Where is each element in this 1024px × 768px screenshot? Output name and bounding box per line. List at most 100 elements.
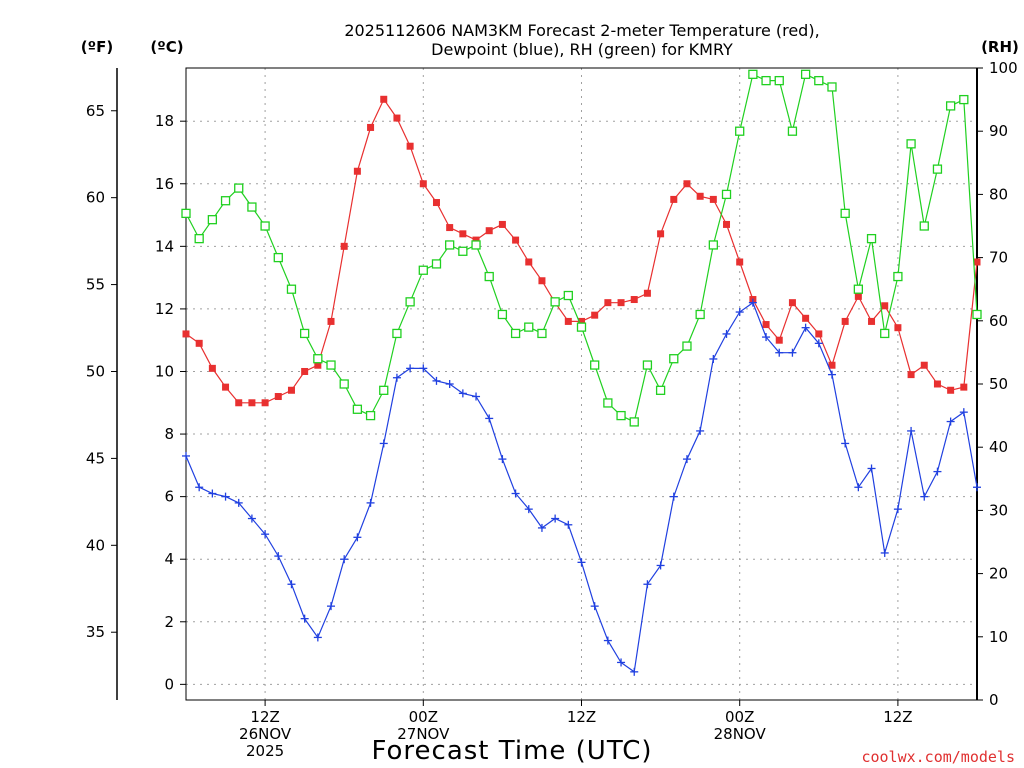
rh-tick-label: 10 (989, 628, 1008, 646)
rh-point (194, 233, 204, 244)
temperature-point (195, 339, 203, 347)
rh-point (445, 240, 455, 250)
dewpoint-point (537, 523, 546, 532)
temperature-point (683, 180, 691, 188)
dewpoint-point (300, 614, 309, 623)
dewpoint-point (748, 298, 757, 307)
x-tick-label: 2025 (246, 742, 284, 760)
temperature-point (828, 361, 836, 369)
dewpoint-point (392, 373, 401, 382)
fahrenheit-tick-label: 35 (86, 623, 105, 641)
dewpoint-point (247, 514, 256, 523)
x-tick-label: 26NOV (239, 725, 292, 743)
temperature-point (788, 299, 796, 307)
temperature-point (367, 123, 375, 131)
celsius-tick-label: 0 (164, 675, 174, 693)
dewpoint-point (340, 555, 349, 564)
temperature-point (973, 258, 981, 266)
dewpoint-point (498, 455, 507, 464)
chart-title-line-2: Dewpoint (blue), RH (green) for KMRY (431, 40, 733, 59)
dewpoint-point (590, 602, 599, 611)
dewpoint-point (933, 467, 942, 476)
temperature-point (380, 95, 388, 103)
dewpoint-point (630, 667, 639, 676)
rh-point (959, 94, 969, 105)
temperature-point (657, 230, 665, 238)
temperature-point (274, 393, 282, 401)
series-layer (181, 69, 982, 676)
temperature-point (459, 230, 467, 238)
temperature-point (498, 220, 506, 228)
temperature-point (604, 299, 612, 307)
rh-point (695, 309, 705, 320)
dewpoint-point (221, 492, 230, 501)
rh-point (207, 215, 218, 225)
rh-point (352, 404, 363, 414)
dewpoint-point (682, 455, 691, 464)
temperature-series (182, 95, 981, 407)
temperature-point (630, 296, 638, 304)
rh-point (181, 208, 191, 219)
rh-point (827, 82, 837, 92)
temperature-point (472, 236, 480, 244)
rh-point (880, 328, 890, 339)
rh-point (326, 360, 336, 370)
x-tick-label: 28NOV (714, 725, 767, 743)
temperature-point (432, 199, 440, 207)
dewpoint-point (366, 498, 375, 507)
rh-tick-label: 60 (989, 312, 1008, 330)
temperature-point (222, 383, 230, 391)
dewpoint-point (406, 364, 415, 373)
rh-point (458, 246, 468, 256)
rh-point (972, 309, 982, 320)
dewpoint-point (577, 558, 586, 567)
dewpoint-point (445, 380, 454, 388)
dewpoint-point (524, 505, 533, 514)
rh-tick-label: 0 (989, 691, 999, 709)
dewpoint-point (801, 323, 810, 332)
rh-point (576, 322, 587, 332)
rh-point (524, 322, 534, 332)
rh-tick-label: 100 (989, 59, 1018, 77)
x-tick-label: 00Z (725, 708, 754, 726)
rh-tick-label: 30 (989, 501, 1008, 519)
temperature-point (591, 311, 599, 319)
rh-point (800, 69, 811, 79)
x-tick-label: 12Z (567, 708, 596, 726)
dewpoint-point (327, 602, 336, 611)
rh-point (906, 139, 916, 149)
dewpoint-point (261, 530, 270, 539)
x-tick-label: 00Z (409, 708, 438, 726)
rh-tick-label: 90 (989, 122, 1008, 140)
temperature-point (419, 180, 427, 188)
x-tick-label: 12Z (883, 708, 912, 726)
celsius-tick-label: 2 (164, 613, 174, 631)
temperature-point (881, 302, 889, 310)
rh-point (260, 221, 270, 231)
dewpoint-point (208, 489, 217, 498)
credit-link[interactable]: coolwx.com/models (861, 748, 1015, 766)
temperature-point (670, 195, 678, 203)
temperature-point (947, 386, 955, 394)
fahrenheit-tick-label: 55 (86, 276, 105, 294)
rh-tick-label: 70 (989, 249, 1008, 267)
rh-point (642, 360, 653, 370)
rh-tick-label: 50 (989, 375, 1008, 393)
rh-point (774, 75, 784, 86)
dewpoint-point (419, 364, 428, 373)
dewpoint-point (472, 392, 481, 401)
dewpoint-point (274, 552, 283, 561)
dewpoint-point (551, 514, 560, 523)
dewpoint-point (432, 376, 441, 385)
rh-point (286, 284, 297, 294)
dewpoint-point (379, 439, 388, 448)
temperature-point (301, 367, 309, 375)
temperature-point (868, 317, 876, 325)
dewpoint-point (669, 492, 678, 501)
x-tick-label: 12Z (250, 708, 279, 726)
rh-point (721, 189, 732, 200)
rh-point (748, 69, 758, 79)
celsius-tick-label: 4 (164, 550, 174, 568)
temperature-point (261, 399, 269, 407)
dewpoint-point (880, 548, 889, 557)
